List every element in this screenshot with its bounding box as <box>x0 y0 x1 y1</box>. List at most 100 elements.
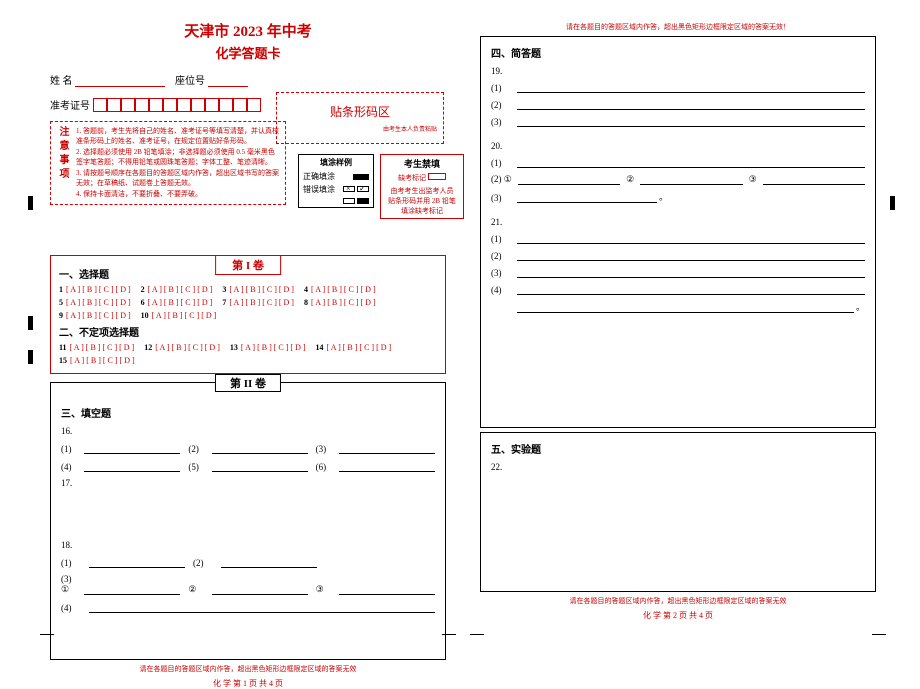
title-line2: 化学答题卡 <box>40 43 456 62</box>
q21-num: 21. <box>491 217 865 227</box>
sec4-box: 四、简答题 19. (1) (2) (3) 20. (1) (2) ① ② ③ … <box>480 36 876 428</box>
name-field[interactable] <box>75 75 165 87</box>
blank[interactable] <box>89 556 185 568</box>
correct-demo <box>353 174 369 180</box>
sec2-heading: 二、不定项选择题 <box>59 324 437 339</box>
blank[interactable] <box>517 81 865 93</box>
seat-label: 座位号 <box>175 76 205 87</box>
miss-label: 缺考标记 <box>398 174 426 182</box>
page-number: 化 学 第 1 页 共 4 页 <box>40 678 456 689</box>
blank[interactable] <box>517 232 865 244</box>
mc-item[interactable]: 14[ A ] [ B ] [ C ] [ D ] <box>316 343 392 352</box>
barcode-sub: 由考生本人负责粘贴 <box>383 124 437 133</box>
q21-1: (1) <box>491 234 517 244</box>
sec3-heading: 三、填空题 <box>61 405 435 420</box>
page-2: 请在各题目的答题区域内作答，超出黑色矩形边框限定区域的答案无效！ 四、简答题 1… <box>470 12 886 634</box>
q16-2: (2) <box>188 444 203 454</box>
barcode-label: 贴条形码区 <box>330 103 390 120</box>
mc-item[interactable]: 6[ A ] [ B ] [ C ] [ D ] <box>141 298 213 307</box>
q18-3b: ② <box>188 584 203 595</box>
footer-warning: 请在各题目的答题区域内作答，超出黑色矩形边框限定区域的答案无效 <box>40 664 456 674</box>
mc-item[interactable]: 11[ A ] [ B ] [ C ] [ D ] <box>59 343 134 352</box>
mc-item[interactable]: 13[ A ] [ B ] [ C ] [ D ] <box>230 343 306 352</box>
footer-warning: 请在各题目的答题区域内作答，超出黑色矩形边框限定区域的答案无效 <box>470 596 886 606</box>
blank[interactable] <box>89 601 435 613</box>
q19-num: 19. <box>491 66 865 76</box>
attention-label: 注意事项 <box>55 126 70 200</box>
mc-item[interactable]: 7[ A ] [ B ] [ C ] [ D ] <box>222 298 294 307</box>
blank[interactable] <box>339 460 435 472</box>
miss-mark <box>428 173 446 180</box>
attention-box: 注意事项 1. 答题前，考生先将自己的姓名、准考证号等填写清楚，并认真核准条形码… <box>50 121 286 205</box>
title-line1: 天津市 2023 年中考 <box>40 20 456 41</box>
blank[interactable] <box>517 283 865 295</box>
blank[interactable] <box>517 301 854 313</box>
examid-boxes[interactable] <box>93 98 261 115</box>
attention-item: 4. 保持卡面清洁，不要折叠、不要弄破。 <box>76 189 281 199</box>
blank[interactable] <box>339 442 435 454</box>
top-warning: 请在各题目的答题区域内作答，超出黑色矩形边框限定区域的答案无效！ <box>470 22 886 32</box>
blank[interactable] <box>640 173 742 185</box>
period: 。 <box>856 300 865 313</box>
forbidden-box: 考生禁填 缺考标记 由考考生出监考人员 贴条形码并用 2B 铅笔 填涂缺考标记 <box>380 154 464 219</box>
wrong-label: 错误填涂 <box>303 184 335 195</box>
q20-2c: ③ <box>749 174 757 185</box>
attention-item: 1. 答题前，考生先将自己的姓名、准考证号等填写清楚，并认真核准条形码上的姓名、… <box>76 126 281 146</box>
q16-6: (6) <box>316 462 331 472</box>
mc-group-2: 11[ A ] [ B ] [ C ] [ D ] 12[ A ] [ B ] [… <box>59 343 437 365</box>
blank[interactable] <box>763 173 865 185</box>
q21-2: (2) <box>491 251 517 261</box>
blank[interactable] <box>517 266 865 278</box>
blank[interactable] <box>517 98 865 110</box>
mc-item[interactable]: 10[ A ] [ B ] [ C ] [ D ] <box>141 311 217 320</box>
forbidden-note: 贴条形码并用 2B 铅笔 <box>383 196 461 206</box>
mc-item[interactable]: 9[ A ] [ B ] [ C ] [ D ] <box>59 311 131 320</box>
q20-1: (1) <box>491 158 517 168</box>
page-1: 天津市 2023 年中考 化学答题卡 姓 名 座位号 准考证号 贴条形码区 由考… <box>40 12 456 634</box>
q18-3a: (3) ① <box>61 574 76 595</box>
correct-label: 正确填涂 <box>303 171 335 182</box>
q19-1: (1) <box>491 83 517 93</box>
mc-item[interactable]: 3[ A ] [ B ] [ C ] [ D ] <box>222 285 294 294</box>
seat-field[interactable] <box>208 75 248 87</box>
example-header: 填涂样例 <box>299 155 373 170</box>
blank[interactable] <box>517 156 865 168</box>
blank[interactable] <box>518 173 620 185</box>
mc-item[interactable]: 4[ A ] [ B ] [ C ] [ D ] <box>304 285 376 294</box>
blank[interactable] <box>212 442 308 454</box>
q16-4: (4) <box>61 462 76 472</box>
blank[interactable] <box>517 191 657 203</box>
mc-item[interactable]: 5[ A ] [ B ] [ C ] [ D ] <box>59 298 131 307</box>
blank[interactable] <box>517 249 865 261</box>
blank[interactable] <box>517 115 865 127</box>
mc-item[interactable]: 12[ A ] [ B ] [ C ] [ D ] <box>144 343 220 352</box>
q20-2b: ② <box>626 174 634 185</box>
mc-item[interactable]: 1[ A ] [ B ] [ C ] [ D ] <box>59 285 131 294</box>
q16-num: 16. <box>61 426 435 436</box>
q21-3: (3) <box>491 268 517 278</box>
blank[interactable] <box>221 556 317 568</box>
page-number: 化 学 第 2 页 共 4 页 <box>470 610 886 621</box>
sec5-heading: 五、实验题 <box>491 441 865 456</box>
q18-num: 18. <box>61 540 435 550</box>
blank[interactable] <box>212 583 308 595</box>
q21-4: (4) <box>491 285 517 295</box>
blank[interactable] <box>212 460 308 472</box>
period: 。 <box>659 190 668 203</box>
volume2-box: 第 II 卷 三、填空题 16. (1) (2) (3) (4) (5) (6)… <box>50 382 446 660</box>
mc-item[interactable]: 15[ A ] [ B ] [ C ] [ D ] <box>59 356 135 365</box>
mc-item[interactable]: 8[ A ] [ B ] [ C ] [ D ] <box>304 298 376 307</box>
mc-group-1: 1[ A ] [ B ] [ C ] [ D ] 2[ A ] [ B ] [ C… <box>59 285 437 320</box>
blank[interactable] <box>84 583 180 595</box>
blank[interactable] <box>84 460 180 472</box>
q16-5: (5) <box>188 462 203 472</box>
blank[interactable] <box>339 583 435 595</box>
q19-3: (3) <box>491 117 517 127</box>
attention-item: 3. 请按题号顺序在各题目的答题区域内作答，超出区域书写的答案无效；在草稿纸、试… <box>76 168 281 188</box>
sec5-box: 五、实验题 22. <box>480 432 876 592</box>
volume2-tab: 第 II 卷 <box>215 374 281 392</box>
blank[interactable] <box>84 442 180 454</box>
mc-item[interactable]: 2[ A ] [ B ] [ C ] [ D ] <box>141 285 213 294</box>
name-row: 姓 名 座位号 <box>50 72 456 87</box>
barcode-area: 贴条形码区 由考生本人负责粘贴 <box>276 92 444 144</box>
